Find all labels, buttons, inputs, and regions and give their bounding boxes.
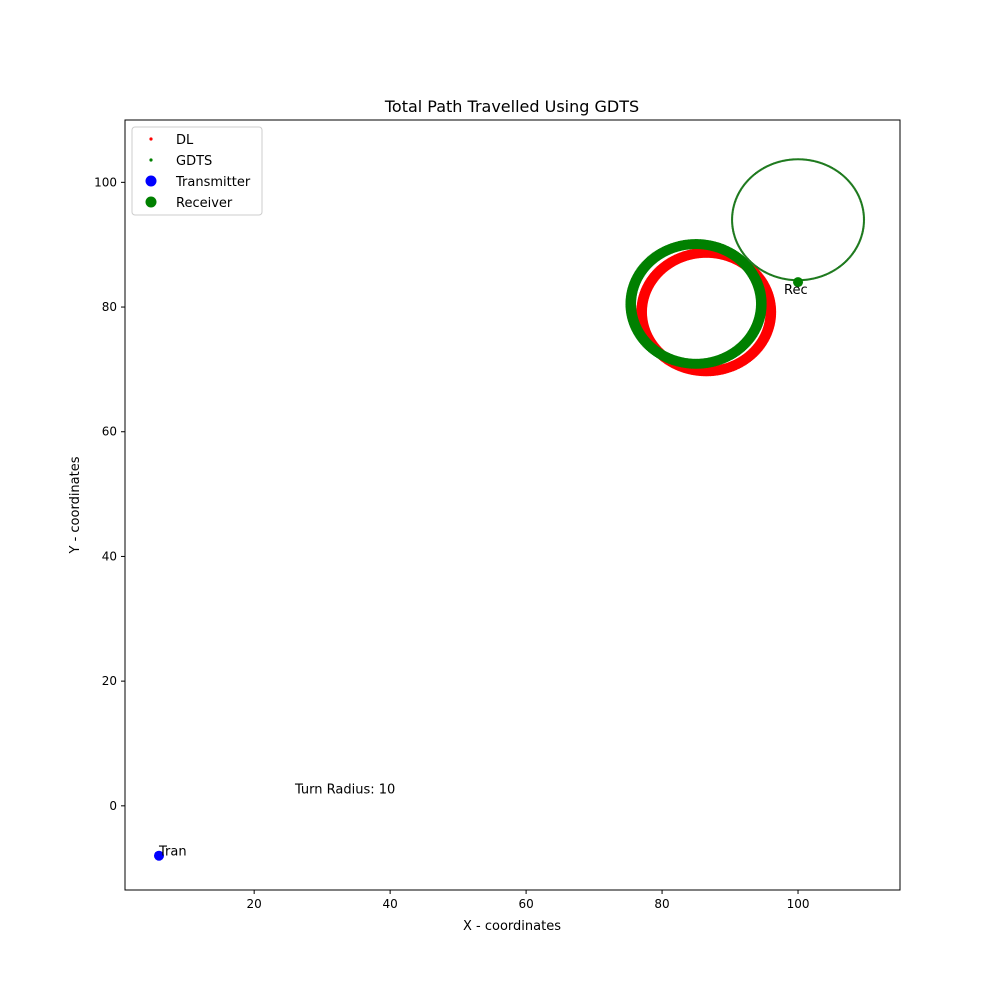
chart-title: Total Path Travelled Using GDTS bbox=[384, 97, 639, 116]
series-gdts-1 bbox=[625, 239, 767, 369]
